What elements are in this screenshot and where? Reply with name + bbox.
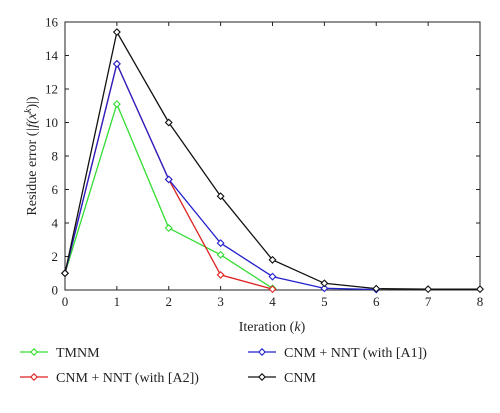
x-axis-label: Iteration (k) — [239, 320, 306, 335]
data-point — [372, 284, 381, 293]
data-point — [112, 28, 121, 37]
x-axis-label-close: ) — [301, 320, 306, 335]
data-point — [61, 269, 69, 278]
legend-label: CNM + NNT (with [A1]) — [284, 346, 427, 361]
y-axis-label-end: )|) — [25, 96, 40, 108]
legend-swatch-marker — [30, 348, 38, 356]
y-axis-label-math: |f(x — [25, 112, 40, 131]
data-point — [216, 250, 225, 259]
legend-swatch-marker — [258, 348, 266, 356]
data-point — [476, 285, 484, 294]
y-tick-label: 0 — [52, 283, 59, 298]
data-point — [268, 285, 277, 294]
legend-item: TMNM — [20, 346, 100, 361]
data-point — [268, 272, 277, 281]
legend-item: CNM — [248, 371, 316, 386]
legend-label: CNM + NNT (with [A2]) — [56, 371, 199, 386]
y-tick-label: 6 — [52, 182, 59, 197]
x-tick-label: 7 — [425, 294, 432, 309]
data-point — [268, 255, 277, 264]
y-tick-label: 16 — [45, 15, 59, 30]
data-point — [424, 285, 433, 294]
x-tick-label: 1 — [114, 294, 121, 309]
y-tick-label: 2 — [52, 249, 59, 264]
y-axis-label-text: Residue error ( — [25, 131, 40, 215]
series-3 — [61, 28, 484, 294]
x-tick-label: 4 — [269, 294, 276, 309]
x-tick-label: 5 — [321, 294, 328, 309]
data-point — [216, 270, 225, 279]
data-point — [164, 175, 173, 184]
y-axis-label: Residue error (|f(xk)|) — [23, 96, 41, 216]
legend-label: TMNM — [56, 346, 100, 361]
data-point — [216, 192, 225, 201]
x-tick-label: 6 — [373, 294, 380, 309]
x-tick-label: 2 — [166, 294, 173, 309]
legend-item: CNM + NNT (with [A2]) — [20, 371, 199, 386]
x-tick-label: 8 — [477, 294, 484, 309]
x-tick-label: 3 — [217, 294, 224, 309]
y-tick-label: 12 — [45, 82, 58, 97]
x-tick-label: 0 — [62, 294, 69, 309]
data-point — [320, 284, 329, 293]
x-axis-label-open: ( — [286, 320, 295, 335]
y-tick-label: 4 — [52, 216, 59, 231]
plot-frame — [64, 21, 481, 291]
data-point — [164, 118, 173, 127]
data-point — [216, 239, 225, 248]
series-layer — [61, 28, 484, 294]
y-axis-label-sup: k — [23, 108, 34, 113]
data-point — [320, 279, 329, 288]
series-0 — [61, 100, 277, 293]
y-tick-label: 10 — [45, 115, 58, 130]
data-point — [112, 59, 121, 68]
legend: TMNM CNM + NNT (with [A2]) CNM + NNT (with… — [20, 346, 427, 386]
data-point — [164, 224, 173, 233]
legend-item: CNM + NNT (with [A1]) — [248, 346, 427, 361]
legend-swatch-marker — [30, 373, 38, 381]
series-line — [64, 30, 480, 290]
x-axis-label-var: k — [294, 320, 301, 335]
y-tick-label: 8 — [52, 149, 59, 164]
legend-label: CNM — [284, 371, 316, 386]
series-line — [64, 102, 273, 289]
legend-swatch-marker — [258, 373, 266, 381]
x-axis-label-text: Iteration — [239, 320, 286, 335]
y-tick-label: 14 — [45, 48, 59, 63]
data-point — [112, 100, 121, 109]
